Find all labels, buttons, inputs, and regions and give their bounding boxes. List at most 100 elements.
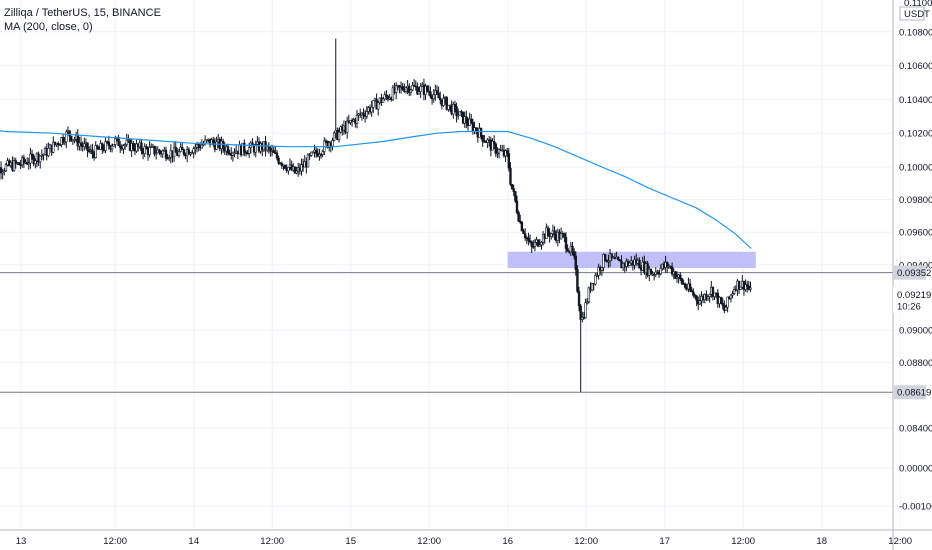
candle-body xyxy=(40,154,44,157)
time-tick-label: 14 xyxy=(188,536,199,547)
candle-body xyxy=(362,112,365,116)
candle-body xyxy=(306,154,310,168)
candle-body xyxy=(732,289,736,294)
candle-body xyxy=(682,282,685,285)
symbol-title[interactable]: Zilliqa / TetherUS, 15, BINANCE xyxy=(4,7,161,19)
candle-body xyxy=(470,118,473,123)
time-tick-label: 12:00 xyxy=(574,536,598,547)
candle-body xyxy=(355,114,359,124)
candle-body xyxy=(416,86,419,95)
candle-body xyxy=(181,146,184,151)
indicator-title[interactable]: MA (200, close, 0) xyxy=(4,21,93,33)
candle-body xyxy=(114,138,117,145)
candle-body xyxy=(91,149,94,155)
candle-body xyxy=(417,91,421,95)
candle-body xyxy=(383,94,386,100)
candle-body xyxy=(140,142,143,151)
candle-body xyxy=(293,166,297,174)
candle-body xyxy=(486,139,489,143)
candle-body xyxy=(683,283,687,288)
candle-body xyxy=(465,116,468,124)
candle-body xyxy=(68,130,71,137)
price-axis[interactable]: 0.11000 USDT 0.10800 0.10600 0.10400 0.1020… xyxy=(899,0,932,513)
candle-body xyxy=(507,153,511,169)
candle-body xyxy=(132,143,135,150)
currency-unit-box[interactable] xyxy=(899,6,925,21)
candle-body xyxy=(737,280,741,290)
candle-body xyxy=(164,149,168,159)
candle-body xyxy=(19,164,22,166)
candle-body xyxy=(269,147,272,152)
candle-body xyxy=(70,135,73,142)
price-tick-label: 0.09800 xyxy=(899,195,932,206)
candle-body xyxy=(481,135,484,142)
price-axis-top-label: 0.11000 xyxy=(904,0,932,9)
current-price-tag xyxy=(893,286,926,314)
candle-body xyxy=(226,146,230,154)
candle-body xyxy=(0,167,3,174)
candle-body xyxy=(112,144,115,147)
candle-body xyxy=(510,184,514,190)
candle-body xyxy=(582,317,586,319)
candle-body xyxy=(528,240,532,243)
candle-body xyxy=(177,151,181,156)
candle-body xyxy=(337,131,341,140)
candle-body xyxy=(79,142,83,146)
candle-body xyxy=(695,295,698,301)
candle-body xyxy=(618,259,622,262)
candle-body xyxy=(496,152,499,155)
candle-body xyxy=(731,293,734,296)
horizontal-price-lines[interactable] xyxy=(0,272,893,393)
candle-body xyxy=(455,106,458,117)
candle-body xyxy=(458,111,462,116)
candle-body xyxy=(277,157,280,164)
candle-body xyxy=(522,230,525,235)
candle-body xyxy=(603,253,607,261)
candle-body xyxy=(688,283,692,291)
candle-body xyxy=(520,221,524,232)
candle-body xyxy=(30,153,34,157)
candle-body xyxy=(331,140,334,147)
candle-body xyxy=(602,253,605,268)
candle-body xyxy=(564,237,568,249)
candle-body xyxy=(107,141,110,147)
candle-body xyxy=(409,89,413,93)
candle-body xyxy=(310,151,313,156)
candle-body xyxy=(749,287,752,290)
candle-body xyxy=(505,150,509,154)
candle-body xyxy=(122,145,125,150)
candle-body xyxy=(494,143,497,154)
candle-body xyxy=(391,87,395,101)
candle-body xyxy=(29,153,32,164)
price-tick-label: 0.00000 xyxy=(899,464,932,475)
candle-body xyxy=(729,294,733,299)
candle-body xyxy=(83,143,86,148)
candle-body xyxy=(721,303,724,306)
candle-body xyxy=(244,151,248,154)
candle-body xyxy=(254,144,257,153)
candle-body xyxy=(698,300,702,305)
candle-body xyxy=(726,296,729,308)
price-tick-label: -0.00100 xyxy=(899,502,932,513)
candle-body xyxy=(429,91,432,97)
candle-body xyxy=(572,251,576,257)
candle-body xyxy=(607,260,610,263)
price-tick-label: 0.10000 xyxy=(899,163,932,174)
price-tick-label: 0.08400 xyxy=(899,424,932,435)
candle-body xyxy=(540,242,543,245)
time-axis[interactable]: 13 12:00 14 12:00 15 12:00 16 12:00 17 12:00 18 12:… xyxy=(16,536,912,547)
candle-body xyxy=(4,164,8,172)
candle-body xyxy=(595,275,599,277)
candle-body xyxy=(437,92,440,99)
candle-body xyxy=(63,141,66,144)
candle-body xyxy=(332,132,336,141)
candle-body xyxy=(212,139,215,144)
candle-body xyxy=(148,147,151,155)
candle-body xyxy=(515,200,519,213)
candle-body xyxy=(3,170,6,173)
time-tick-label: 12:00 xyxy=(103,536,127,547)
candle-body xyxy=(577,291,581,307)
candle-body xyxy=(385,94,388,97)
